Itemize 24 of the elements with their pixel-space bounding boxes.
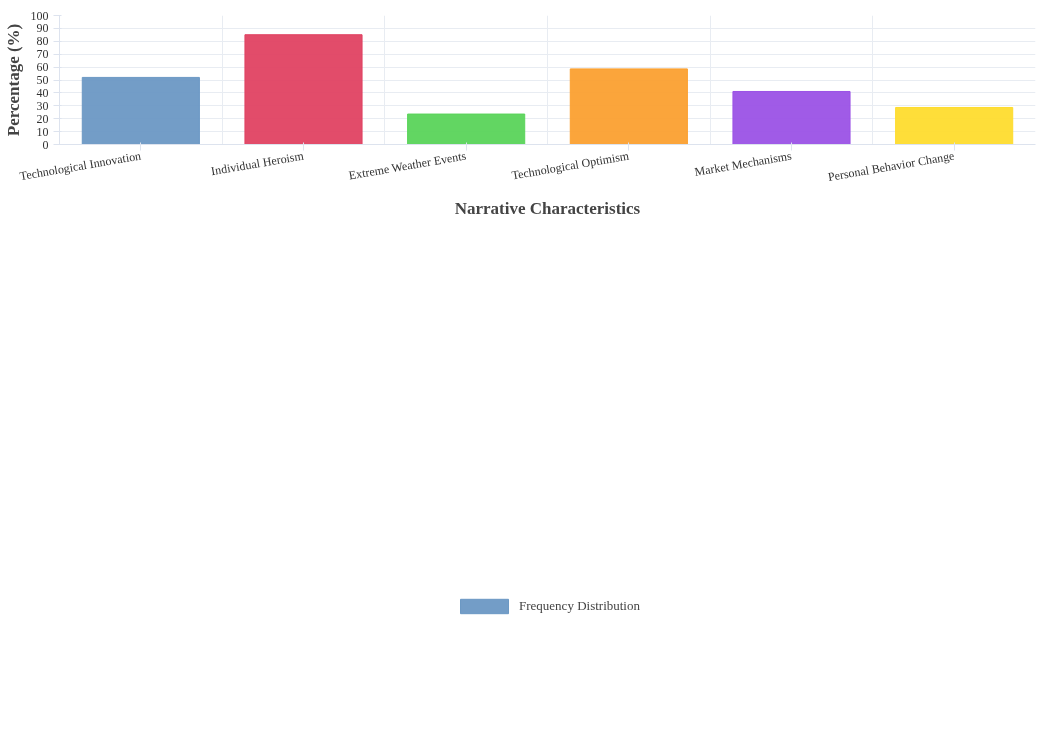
y-tick-label: 60 xyxy=(36,60,49,75)
y-tick-label: 80 xyxy=(36,34,49,49)
y-tick-label: 30 xyxy=(36,98,49,113)
bar xyxy=(244,34,363,145)
bar xyxy=(732,90,851,145)
y-tick-label: 100 xyxy=(30,8,49,23)
y-tick-label: 40 xyxy=(36,85,49,100)
y-tick-label: 70 xyxy=(36,47,49,62)
y-tick-label: 20 xyxy=(36,111,49,126)
y-tick-label: 50 xyxy=(36,73,49,87)
bar xyxy=(407,113,526,145)
y-axis-title: Percentage (%) xyxy=(3,23,23,137)
y-tick-label: 90 xyxy=(36,21,49,36)
bar xyxy=(81,76,200,145)
x-axis-title: Narrative Characteristics xyxy=(454,198,641,218)
bar xyxy=(895,106,1014,145)
x-tick-label: Market Mechanisms xyxy=(693,148,794,180)
bar xyxy=(569,68,688,145)
x-tick-label: Extreme Weather Events xyxy=(347,148,468,183)
x-tick-label: Technological Optimism xyxy=(510,148,631,183)
x-tick-label: Personal Behavior Change xyxy=(826,148,956,185)
x-tick-label: Individual Heroism xyxy=(210,148,306,179)
legend-label: Frequency Distribution xyxy=(519,597,640,614)
y-tick-label: 10 xyxy=(36,124,49,139)
